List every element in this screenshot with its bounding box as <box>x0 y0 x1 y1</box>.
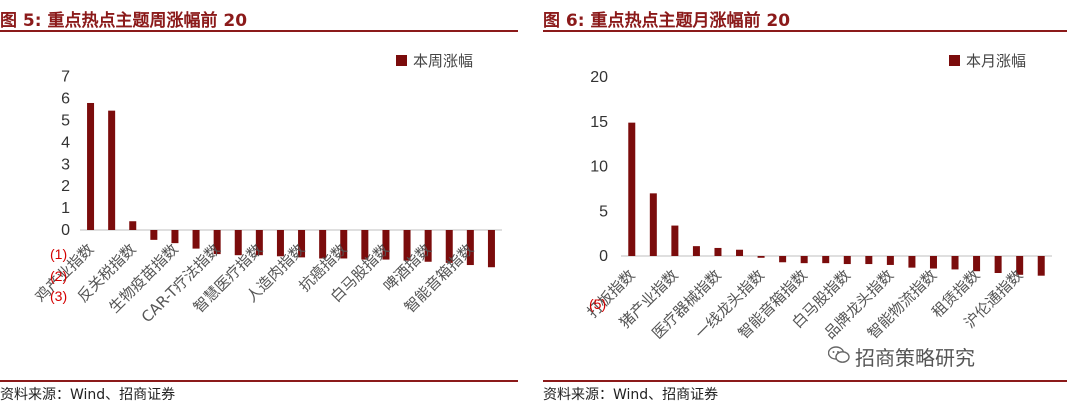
bar <box>319 230 327 259</box>
figure-6-panel: 图 6: 重点热点主题月涨幅前 20 0 5 10 15 20 打板指数 猪产业指数 医疗器械… <box>543 0 1070 405</box>
y-tick-label: 5 <box>599 203 608 220</box>
legend-label: 本月涨幅 <box>966 52 1026 70</box>
bar <box>865 256 873 265</box>
bar <box>973 256 981 272</box>
bar <box>800 256 808 264</box>
bar <box>929 256 937 269</box>
figure-5-bottom-rule <box>0 380 518 382</box>
bar <box>994 256 1002 274</box>
bar <box>87 102 95 230</box>
bar <box>779 256 787 263</box>
annotation-label: (5) <box>589 296 606 312</box>
annotation-label: (1) <box>50 246 67 262</box>
y-tick-label: 3 <box>61 156 70 173</box>
bar <box>1037 256 1045 276</box>
bar <box>714 247 722 256</box>
bar <box>234 230 242 256</box>
bar <box>843 256 851 265</box>
y-tick-label: 20 <box>590 69 608 86</box>
figure-5-top-rule <box>0 30 518 32</box>
bar <box>649 193 657 256</box>
watermark: 招商策略研究 <box>855 346 975 370</box>
bar <box>255 230 263 256</box>
bar <box>424 230 432 262</box>
bar <box>908 256 916 268</box>
y-tick-label: 1 <box>61 200 70 217</box>
y-tick-label: 4 <box>61 134 70 151</box>
bar <box>466 230 474 266</box>
figure-5-source: 资料来源：Wind、招商证券 <box>0 387 176 403</box>
figure-6-title: 图 6: 重点热点主题月涨幅前 20 <box>543 11 791 31</box>
bar <box>171 230 179 244</box>
legend-label: 本周涨幅 <box>413 52 473 70</box>
figure-5-panel: 图 5: 重点热点主题周涨幅前 20 0 1 2 3 4 5 6 7 鸡产业指数 反关税指数 生物疫… <box>0 0 520 405</box>
bar <box>276 230 284 257</box>
bar <box>692 246 700 256</box>
figure-5-chart: 01234567鸡产业指数反关税指数生物疫苗指数CAR-T疗法指数智慧医疗指数人… <box>32 52 502 326</box>
bar <box>382 230 390 260</box>
figure-6-bottom-rule <box>543 380 1067 382</box>
legend-swatch <box>949 55 960 66</box>
bar <box>361 230 369 260</box>
y-tick-label: 10 <box>590 159 608 176</box>
bar <box>445 230 453 263</box>
figure-6-chart: 05101520打板指数猪产业指数医疗器械指数一线龙头指数智能音箱指数白马股指数… <box>583 52 1052 342</box>
figure-6-source: 资料来源：Wind、招商证券 <box>543 387 719 403</box>
y-tick-label: 6 <box>61 91 70 108</box>
bar <box>298 230 306 258</box>
bar <box>822 256 830 264</box>
bar <box>487 230 495 268</box>
annotation-label: (2) <box>50 268 67 284</box>
bar <box>108 110 116 230</box>
annotation-label: (3) <box>50 288 67 304</box>
bar <box>886 256 894 265</box>
wechat-icon <box>828 346 850 363</box>
bar <box>671 225 679 256</box>
bar <box>340 230 348 259</box>
bar <box>757 256 765 258</box>
bar <box>213 230 221 255</box>
legend-swatch <box>396 55 407 66</box>
bar <box>1016 256 1024 275</box>
y-tick-label: 7 <box>61 69 70 86</box>
y-tick-label: 0 <box>61 222 70 239</box>
bar <box>129 221 137 230</box>
figure-6-top-rule <box>543 30 1067 32</box>
y-tick-label: 2 <box>61 178 70 195</box>
figure-5-title: 图 5: 重点热点主题周涨幅前 20 <box>0 11 248 31</box>
y-tick-label: 15 <box>590 114 608 131</box>
bar <box>403 230 411 261</box>
bar <box>951 256 959 270</box>
y-tick-label: 0 <box>599 248 608 265</box>
y-tick-label: 5 <box>61 113 70 130</box>
bar <box>150 230 158 240</box>
bar <box>192 230 200 249</box>
bar <box>736 249 744 256</box>
bar <box>628 122 636 257</box>
